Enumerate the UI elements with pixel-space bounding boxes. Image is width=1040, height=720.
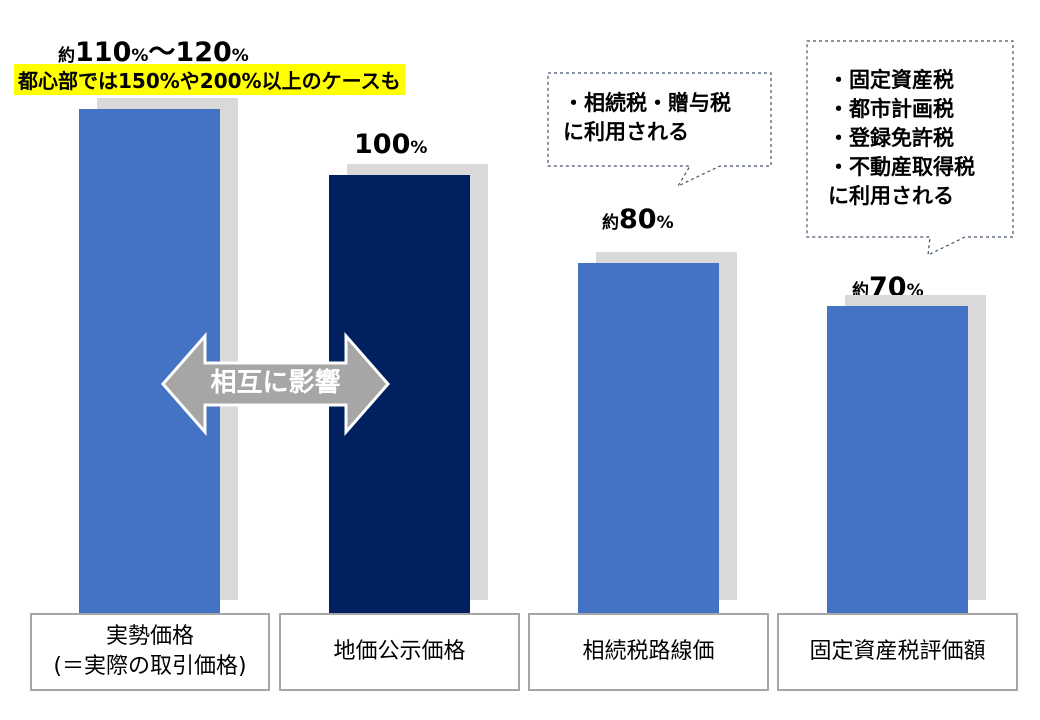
- category-box-2: 地価公示価格: [279, 613, 520, 691]
- category-label-3: 相続税路線価: [582, 639, 715, 664]
- bar-3: [578, 262, 719, 613]
- value-label-2: 100%: [354, 129, 428, 160]
- category-label-4: 固定資産税評価額: [809, 639, 986, 664]
- double-arrow-icon: [161, 332, 390, 436]
- callout-1-text: ・相続税・贈与税 に利用される: [563, 91, 731, 144]
- arrow-label: 相互に影響: [210, 368, 341, 398]
- value-label-3: 約80%: [602, 204, 674, 235]
- callout-2-text: ・固定資産税 ・都市計画税 ・登録免許税 ・不動産取得税 に利用される: [828, 68, 975, 208]
- category-box-3: 相続税路線価: [528, 613, 769, 691]
- note-highlight: 都心部では150%や200%以上のケースも: [14, 64, 405, 95]
- callout-2-frame: [806, 40, 1014, 257]
- bar-4: [827, 306, 968, 613]
- value-label-1: 約110%〜120%: [58, 37, 249, 68]
- category-box-1: 実勢価格 (＝実際の取引価格): [30, 613, 270, 691]
- category-label-1a: 実勢価格: [105, 624, 194, 649]
- category-label-2: 地価公示価格: [333, 639, 466, 664]
- category-label-1b: (＝実際の取引価格): [53, 654, 247, 679]
- callout-1-frame: [547, 72, 772, 188]
- category-box-4: 固定資産税評価額: [777, 613, 1018, 691]
